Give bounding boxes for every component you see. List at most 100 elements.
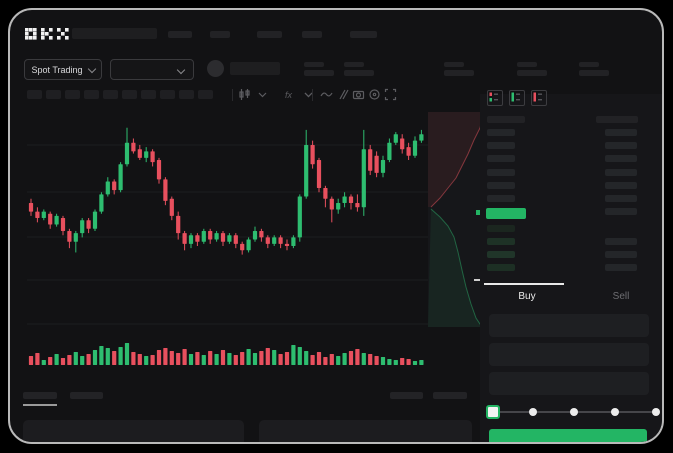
ask-row[interactable] xyxy=(487,129,515,136)
candle xyxy=(252,230,258,240)
volume-bar xyxy=(252,353,258,365)
nav-item-placeholder[interactable] xyxy=(210,31,230,38)
amount-cell[interactable] xyxy=(605,238,637,245)
interval-button[interactable] xyxy=(103,90,118,99)
bid-row[interactable] xyxy=(487,264,515,271)
amount-cell[interactable] xyxy=(605,155,637,162)
buy-sell-tabs: Buy Sell xyxy=(480,283,662,308)
orderbook-all-icon[interactable] xyxy=(487,90,503,106)
nav-item-placeholder[interactable] xyxy=(257,31,282,38)
stat-label-placeholder xyxy=(517,62,537,67)
volume-bar xyxy=(163,348,168,365)
amount-cell[interactable] xyxy=(605,182,637,189)
candle xyxy=(195,235,200,242)
fullscreen-icon[interactable] xyxy=(384,88,397,101)
interval-button[interactable] xyxy=(122,90,137,99)
bottom-action-placeholder[interactable] xyxy=(433,392,467,399)
indicators-fx-icon[interactable]: fx xyxy=(284,88,297,101)
orderbook-amount-header xyxy=(596,116,638,123)
amount-cell[interactable] xyxy=(605,208,637,215)
volume-bar xyxy=(124,343,130,365)
interval-button[interactable] xyxy=(141,90,156,99)
nav-item-placeholder[interactable] xyxy=(302,31,322,38)
candle xyxy=(208,230,213,240)
okx-logo[interactable] xyxy=(25,28,69,40)
ask-row[interactable] xyxy=(487,142,515,149)
volume-bar xyxy=(99,346,104,365)
volume-bar xyxy=(265,348,270,365)
volume-bar xyxy=(368,354,373,365)
volume-bar xyxy=(406,359,411,365)
chevron-down-icon[interactable] xyxy=(302,88,315,101)
interval-button[interactable] xyxy=(179,90,194,99)
amount-cell[interactable] xyxy=(605,169,637,176)
chevron-down-icon[interactable] xyxy=(256,88,269,101)
interval-button[interactable] xyxy=(160,90,175,99)
candle xyxy=(368,149,373,171)
price-input[interactable] xyxy=(489,314,649,337)
spot-trading-dropdown[interactable]: Spot Trading xyxy=(24,59,102,80)
candle xyxy=(163,179,168,201)
settings-icon[interactable] xyxy=(368,88,381,101)
amount-cell[interactable] xyxy=(605,251,637,258)
buy-submit-button[interactable] xyxy=(489,429,647,442)
amount-cell[interactable] xyxy=(605,264,637,271)
ask-row[interactable] xyxy=(487,182,515,189)
ask-row[interactable] xyxy=(487,195,515,202)
search-placeholder[interactable] xyxy=(72,28,157,39)
last-price-bar[interactable] xyxy=(486,208,526,219)
svg-text:fx: fx xyxy=(285,90,293,100)
amount-slider-stop[interactable] xyxy=(570,408,578,416)
interval-button[interactable] xyxy=(46,90,61,99)
interval-button[interactable] xyxy=(198,90,213,99)
orderbook-asks-icon[interactable] xyxy=(531,90,547,106)
amount-cell[interactable] xyxy=(605,142,637,149)
stat-value-placeholder xyxy=(304,70,334,76)
nav-item-placeholder[interactable] xyxy=(168,31,192,38)
volume-bar xyxy=(60,358,66,365)
amount-slider-handle[interactable] xyxy=(486,405,500,419)
tab-buy[interactable]: Buy xyxy=(480,283,574,308)
amount-slider-stop[interactable] xyxy=(611,408,619,416)
line-icon[interactable] xyxy=(320,88,333,101)
app-window: Spot Trading fx Buy Sell xyxy=(8,8,664,444)
amount-cell[interactable] xyxy=(605,129,637,136)
orders-panel-placeholder xyxy=(23,420,244,442)
amount-input[interactable] xyxy=(489,343,649,366)
amount-cell[interactable] xyxy=(605,195,637,202)
volume-bar xyxy=(361,353,366,365)
tab-sell[interactable]: Sell xyxy=(574,285,662,308)
candle xyxy=(284,243,290,246)
amount-slider-stop[interactable] xyxy=(529,408,537,416)
candle xyxy=(361,149,366,208)
orderbook-bids-icon[interactable] xyxy=(509,90,525,106)
interval-button[interactable] xyxy=(65,90,80,99)
bottom-tab-active[interactable] xyxy=(23,392,57,399)
candle xyxy=(380,160,386,173)
ask-row[interactable] xyxy=(487,155,515,162)
bid-row[interactable] xyxy=(487,225,515,232)
bottom-action-placeholder[interactable] xyxy=(390,392,423,399)
candle-type-icon[interactable] xyxy=(238,88,251,101)
candle xyxy=(156,160,162,180)
camera-icon[interactable] xyxy=(352,88,365,101)
interval-button[interactable] xyxy=(84,90,99,99)
volume-bar xyxy=(137,354,142,365)
interval-button[interactable] xyxy=(27,90,42,99)
total-input[interactable] xyxy=(489,372,649,395)
nav-item-placeholder[interactable] xyxy=(350,31,377,38)
candle xyxy=(220,233,226,242)
ask-row[interactable] xyxy=(487,169,515,176)
volume-bar xyxy=(54,354,59,365)
orderbook-price-header xyxy=(487,116,525,123)
bottom-tab[interactable] xyxy=(70,392,103,399)
draw-tools-icon[interactable] xyxy=(336,88,349,101)
bid-row[interactable] xyxy=(487,238,515,245)
pair-select-dropdown[interactable] xyxy=(110,59,194,80)
stat-value-placeholder xyxy=(344,70,374,76)
bid-row[interactable] xyxy=(487,251,515,258)
candlestick-chart-canvas[interactable] xyxy=(10,10,664,444)
candle xyxy=(144,151,149,158)
amount-slider-stop[interactable] xyxy=(652,408,660,416)
volume-bar xyxy=(291,345,296,365)
